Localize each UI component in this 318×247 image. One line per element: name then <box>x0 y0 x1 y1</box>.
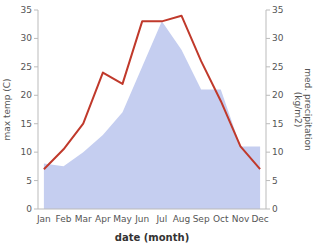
y2-axis-label-line: med. precipitation <box>303 68 313 150</box>
y2-tick <box>266 38 270 39</box>
y2-tick <box>266 10 270 11</box>
y2-tick <box>266 66 270 67</box>
y-tick-label: 5 <box>26 176 32 186</box>
y-tick <box>34 38 38 39</box>
x-tick-label: Jul <box>155 214 167 224</box>
y-tick-label: 20 <box>21 90 33 100</box>
y-tick-label: 30 <box>21 33 33 43</box>
temperature-line <box>44 16 260 170</box>
y-tick-label: 10 <box>21 147 33 157</box>
x-axis-line <box>38 209 266 210</box>
y2-tick <box>266 95 270 96</box>
x-tick-label: Dec <box>251 214 268 224</box>
y2-tick-label: 30 <box>272 33 284 43</box>
y2-tick <box>266 123 270 124</box>
x-tick-label: Oct <box>213 214 229 224</box>
y-tick <box>34 123 38 124</box>
y-tick-label: 35 <box>21 5 32 15</box>
y2-tick-label: 25 <box>272 62 283 72</box>
x-tick-label: Jun <box>134 214 149 224</box>
y-tick-label: 0 <box>26 204 32 214</box>
y-tick <box>34 180 38 181</box>
y2-tick <box>266 180 270 181</box>
plot-area <box>44 16 260 209</box>
y-tick <box>34 66 38 67</box>
y2-axis-label-line: (kg/m2) <box>293 92 303 127</box>
y-tick <box>34 209 38 210</box>
y2-tick-label: 20 <box>272 90 284 100</box>
x-tick-label: Feb <box>56 214 72 224</box>
x-tick-label: Apr <box>95 214 111 224</box>
y2-axis-label: med. precipitation(kg/m2) <box>293 68 313 150</box>
x-axis-label: date (month) <box>115 232 189 243</box>
y2-tick <box>266 209 270 210</box>
y-axis-label: max temp (C) <box>2 78 12 140</box>
y2-tick-label: 15 <box>272 119 283 129</box>
y-tick <box>34 95 38 96</box>
x-tick-label: Aug <box>173 214 191 224</box>
x-tick-label: Jan <box>36 214 51 224</box>
y-tick <box>34 152 38 153</box>
x-tick-label: Mar <box>75 214 92 224</box>
y2-tick-label: 0 <box>272 204 278 214</box>
chart: 0 5 10 15 20 25 30 35 0 5 10 15 20 25 30 35 Jan FebMarApr… <box>0 0 318 247</box>
y-tick-label: 15 <box>21 119 32 129</box>
y2-tick-label: 5 <box>272 176 278 186</box>
x-tick-label: May <box>113 214 132 224</box>
x-tick-label: Sep <box>193 214 210 224</box>
y2-axis-line <box>266 10 267 209</box>
y-tick-label: 25 <box>21 62 32 72</box>
y-axis-line <box>38 10 39 209</box>
y2-tick-label: 35 <box>272 5 283 15</box>
y2-tick-label: 10 <box>272 147 284 157</box>
x-tick-label: Nov <box>232 214 250 224</box>
y-tick <box>34 10 38 11</box>
y2-tick <box>266 152 270 153</box>
